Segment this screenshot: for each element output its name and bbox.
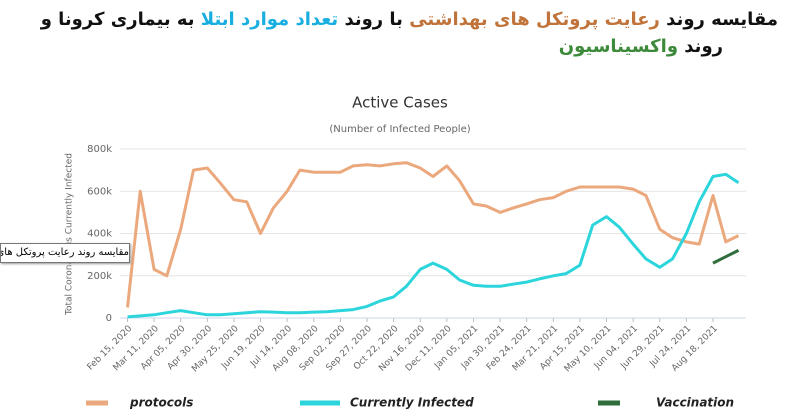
tooltip: مقایسه روند رعایت پروتکل های بهداشتی bbox=[0, 243, 130, 263]
title-part: با روند bbox=[338, 9, 410, 30]
persian-title: مقایسه روند رعایت پروتکل های بهداشتی با … bbox=[18, 6, 778, 60]
title-part: مقایسه روند bbox=[659, 9, 778, 30]
title-part: به بیماری کرونا و bbox=[40, 9, 201, 30]
series-line bbox=[712, 249, 740, 265]
title-part: واکسیناسیون bbox=[558, 36, 679, 57]
chart-subtitle: (Number of Infected People) bbox=[329, 124, 470, 135]
title-line: روند واکسیناسیون bbox=[18, 33, 778, 60]
legend-label: Vaccination bbox=[656, 396, 734, 410]
y-tick-label: 800k bbox=[87, 144, 112, 155]
chart-title: Active Cases bbox=[352, 94, 448, 112]
title-line: مقایسه روند رعایت پروتکل های بهداشتی با … bbox=[18, 6, 778, 33]
x-tick-label: Feb 15, 2020 bbox=[86, 324, 135, 373]
series-line bbox=[126, 161, 740, 308]
series-line bbox=[127, 172, 740, 319]
y-tick-label: 400k bbox=[87, 229, 112, 240]
y-tick-label: 200k bbox=[87, 271, 112, 282]
legend-label: protocols bbox=[129, 396, 193, 410]
y-tick-label: 0 bbox=[106, 313, 112, 324]
title-part: تعداد موارد ابتلا bbox=[200, 9, 339, 30]
y-tick-label: 600k bbox=[87, 186, 112, 197]
x-tick-label: May 25, 2020 bbox=[190, 324, 241, 375]
title-part: رعایت پروتکل های بهداشتی bbox=[409, 9, 660, 30]
x-tick-label: May 10, 2021 bbox=[563, 324, 614, 375]
title-part: روند bbox=[678, 36, 723, 57]
legend-label: Currently Infected bbox=[350, 396, 474, 410]
y-axis-label: Total Coronavirus Currently Infected bbox=[65, 153, 75, 316]
